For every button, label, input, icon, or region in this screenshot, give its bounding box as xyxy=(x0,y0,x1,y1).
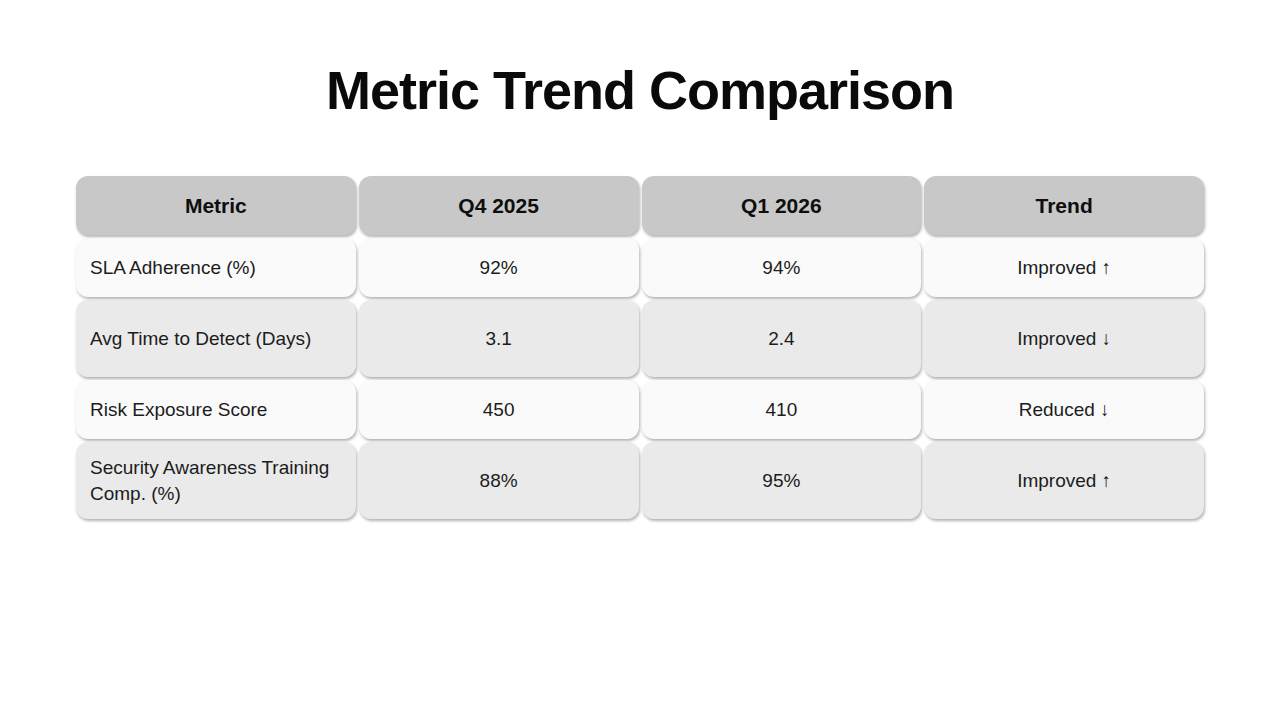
cell-detect-q1: 2.4 xyxy=(642,300,922,377)
cell-sla-trend: Improved ↑ xyxy=(924,238,1204,297)
metric-comparison-table: Metric Q4 2025 Q1 2026 Trend SLA Adheren… xyxy=(76,176,1204,519)
column-header-metric: Metric xyxy=(76,176,356,235)
cell-sla-q1: 94% xyxy=(642,238,922,297)
page-title: Metric Trend Comparison xyxy=(0,58,1280,123)
cell-sla-q4: 92% xyxy=(359,238,639,297)
cell-risk-trend: Reduced ↓ xyxy=(924,380,1204,439)
slide-canvas: Metric Trend Comparison Metric Q4 2025 Q… xyxy=(0,0,1280,720)
cell-detect-metric: Avg Time to Detect (Days) xyxy=(76,300,356,377)
cell-risk-q1: 410 xyxy=(642,380,922,439)
cell-training-trend: Improved ↑ xyxy=(924,442,1204,519)
column-header-q4-2025: Q4 2025 xyxy=(359,176,639,235)
cell-detect-trend: Improved ↓ xyxy=(924,300,1204,377)
cell-training-q1: 95% xyxy=(642,442,922,519)
cell-risk-q4: 450 xyxy=(359,380,639,439)
column-header-q1-2026: Q1 2026 xyxy=(642,176,922,235)
cell-risk-metric: Risk Exposure Score xyxy=(76,380,356,439)
column-header-trend: Trend xyxy=(924,176,1204,235)
cell-sla-metric: SLA Adherence (%) xyxy=(76,238,356,297)
cell-training-q4: 88% xyxy=(359,442,639,519)
cell-detect-q4: 3.1 xyxy=(359,300,639,377)
cell-training-metric: Security Awareness Training Comp. (%) xyxy=(76,442,356,519)
